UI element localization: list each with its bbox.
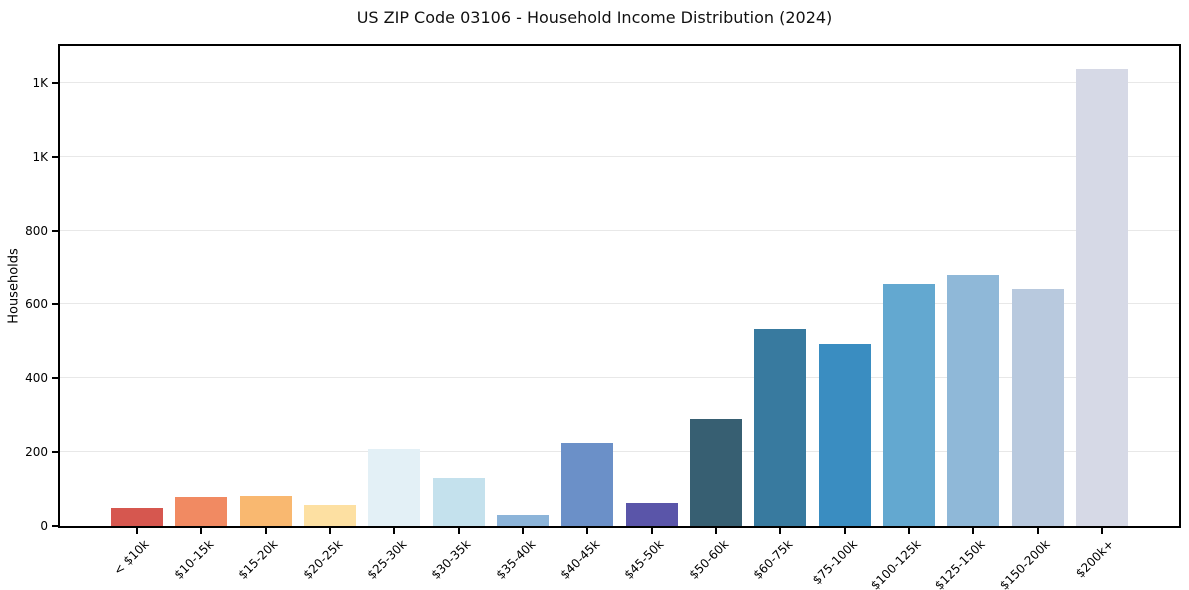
- bar-$200k+: [1075, 69, 1128, 526]
- bar-$45-50k: [625, 503, 678, 526]
- bar-< $10k: [111, 507, 164, 526]
- gridline-400: [60, 377, 1179, 379]
- bar-$10-15k: [175, 497, 228, 526]
- y-tick-label-1200: 1K: [32, 75, 48, 90]
- x-tick-label-$25-30k: $25-30k: [364, 537, 410, 582]
- y-tick-label-1000: 1K: [32, 149, 48, 164]
- x-tick-mark-$50-60k: [714, 528, 717, 534]
- x-tick-label-$30-35k: $30-35k: [428, 537, 474, 582]
- x-tick-mark-$40-45k: [586, 528, 589, 534]
- chart-title: US ZIP Code 03106 - Household Income Dis…: [356, 8, 833, 27]
- x-tick-label-$40-45k: $40-45k: [557, 537, 603, 582]
- x-tick-mark-$15-20k: [264, 528, 267, 534]
- x-tick-label-$150-200k: $150-200k: [996, 537, 1053, 590]
- x-tick-label-$200k+: $200k+: [1073, 537, 1117, 581]
- x-tick-label-$60-75k: $60-75k: [750, 537, 796, 582]
- y-tick-mark-1200: [52, 81, 58, 84]
- y-tick-mark-600: [52, 303, 58, 306]
- y-tick-mark-200: [52, 451, 58, 454]
- plot-area: [58, 44, 1181, 528]
- gridline-800: [60, 229, 1179, 231]
- x-tick-mark-$150-200k: [1036, 528, 1039, 534]
- y-tick-mark-0: [52, 525, 58, 527]
- y-tick-label-800: 800: [25, 223, 48, 238]
- bar-$50-60k: [689, 418, 742, 526]
- bar-$15-20k: [239, 496, 292, 526]
- x-tick-mark-$45-50k: [650, 528, 653, 534]
- bar-$35-40k: [497, 514, 550, 526]
- x-tick-mark-< $10k: [136, 528, 139, 534]
- x-tick-mark-$100-125k: [907, 528, 910, 534]
- bar-$20-25k: [304, 505, 357, 526]
- x-tick-mark-$60-75k: [779, 528, 782, 534]
- x-tick-label-$20-25k: $20-25k: [300, 537, 345, 582]
- y-tick-label-0: 0: [40, 519, 48, 533]
- x-tick-mark-$10-15k: [200, 528, 203, 534]
- bar-$125-150k: [947, 274, 1000, 526]
- y-tick-label-200: 200: [25, 445, 48, 460]
- bar-$60-75k: [754, 328, 807, 526]
- bar-$75-100k: [818, 343, 871, 526]
- x-tick-mark-$35-40k: [522, 528, 525, 534]
- gridline-1000: [60, 155, 1179, 157]
- x-tick-label-$10-15k: $10-15k: [171, 537, 217, 582]
- x-tick-label-$125-150k: $125-150k: [932, 537, 989, 590]
- bar-$25-30k: [368, 448, 421, 526]
- x-tick-mark-$25-30k: [393, 528, 396, 534]
- x-tick-label-$15-20k: $15-20k: [235, 537, 281, 582]
- bar-$150-200k: [1011, 288, 1064, 526]
- gridline-1200: [60, 81, 1179, 83]
- x-tick-mark-$200k+: [1100, 528, 1103, 534]
- bar-$100-125k: [882, 284, 935, 526]
- x-tick-label-$75-100k: $75-100k: [809, 537, 860, 588]
- y-tick-mark-400: [52, 377, 58, 380]
- bar-$40-45k: [561, 442, 614, 526]
- x-tick-mark-$75-100k: [843, 528, 846, 534]
- gridline-600: [60, 303, 1179, 305]
- y-tick-label-600: 600: [25, 297, 48, 312]
- x-tick-label-$50-60k: $50-60k: [686, 537, 731, 582]
- x-tick-mark-$30-35k: [457, 528, 460, 534]
- x-tick-mark-$20-25k: [329, 528, 332, 534]
- y-axis-label: Households: [6, 248, 22, 324]
- x-tick-mark-$125-150k: [972, 528, 975, 534]
- y-tick-mark-800: [52, 229, 58, 232]
- y-tick-label-400: 400: [25, 371, 48, 386]
- x-tick-label-$45-50k: $45-50k: [621, 537, 667, 582]
- gridline-200: [60, 451, 1179, 453]
- x-tick-label-$35-40k: $35-40k: [493, 537, 538, 582]
- x-tick-label-< $10k: < $10k: [111, 537, 153, 578]
- y-tick-mark-1000: [52, 155, 58, 158]
- x-tick-label-$100-125k: $100-125k: [868, 537, 924, 590]
- bar-$30-35k: [432, 478, 485, 526]
